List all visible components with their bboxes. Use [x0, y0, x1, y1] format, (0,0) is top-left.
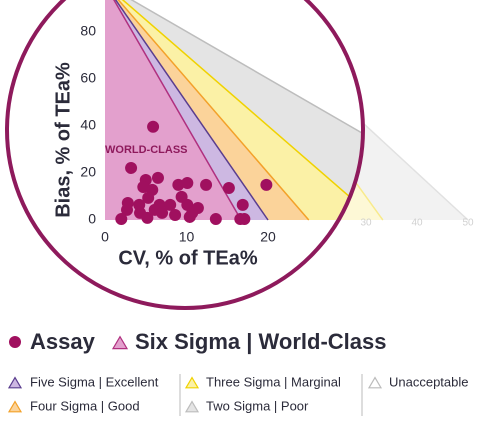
- y-tick-label: 60: [80, 69, 96, 85]
- legend-label: Assay: [30, 329, 96, 354]
- legend-marker: [9, 336, 21, 348]
- y-tick-label: 40: [80, 116, 96, 132]
- legend-label: Unacceptable: [389, 374, 469, 389]
- data-point: [209, 213, 222, 226]
- data-point: [115, 213, 128, 226]
- legend-label: Three Sigma | Marginal: [206, 374, 341, 389]
- data-point: [121, 203, 134, 216]
- x-tick-label: 40: [411, 218, 423, 229]
- annotation: WORLD-CLASS: [105, 144, 188, 156]
- legend-marker: [7, 400, 23, 413]
- legend-label: Six Sigma | World-Class: [135, 329, 387, 354]
- data-point: [151, 171, 164, 184]
- data-point: [141, 211, 154, 224]
- y-tick-label: 20: [80, 164, 96, 180]
- legend-label: Four Sigma | Good: [30, 398, 140, 413]
- legend-marker: [184, 400, 200, 413]
- data-point: [200, 178, 213, 191]
- data-point: [147, 120, 160, 133]
- x-tick-label: 0: [101, 229, 109, 245]
- magnifier-ring: [5, 0, 365, 310]
- data-point: [238, 213, 251, 226]
- data-point: [125, 161, 138, 174]
- data-point: [133, 198, 146, 211]
- legend: Assay Two Sigma | Poor Three Sigma | Margi…: [7, 329, 469, 416]
- y-tick-label: 0: [88, 211, 96, 227]
- legend-marker: [367, 376, 383, 389]
- data-point: [164, 198, 177, 211]
- legend-marker: [7, 376, 23, 389]
- legend-marker: [184, 376, 200, 389]
- data-point: [169, 209, 182, 222]
- sigma-boundary: [104, 0, 269, 221]
- legend-marker: [111, 335, 129, 350]
- data-point: [236, 198, 249, 211]
- sigma-boundary: [104, 0, 242, 221]
- x-tick-label: 30: [360, 218, 372, 229]
- sigma-boundary: [104, 0, 362, 221]
- y-axis-label: Bias, % of TEa%: [52, 62, 74, 218]
- main-chart: WORLD-CLASS: [104, 0, 362, 226]
- legend-label: Two Sigma | Poor: [206, 398, 309, 413]
- y-tick-label: 80: [80, 22, 96, 38]
- x-tick-label: 50: [462, 218, 474, 229]
- x-tick-label: 20: [260, 229, 276, 245]
- sigma-boundary: [104, 0, 362, 221]
- data-point: [172, 178, 185, 191]
- data-point: [186, 206, 199, 219]
- sigma-boundary: [104, 0, 310, 221]
- data-point: [260, 178, 273, 191]
- legend-label: Five Sigma | Excellent: [30, 374, 159, 389]
- data-point: [156, 206, 169, 219]
- data-point: [181, 177, 194, 190]
- data-point: [142, 191, 155, 204]
- data-point: [222, 181, 235, 194]
- x-axis-label: CV, % of TEa%: [118, 247, 258, 269]
- x-tick-label: 10: [179, 229, 195, 245]
